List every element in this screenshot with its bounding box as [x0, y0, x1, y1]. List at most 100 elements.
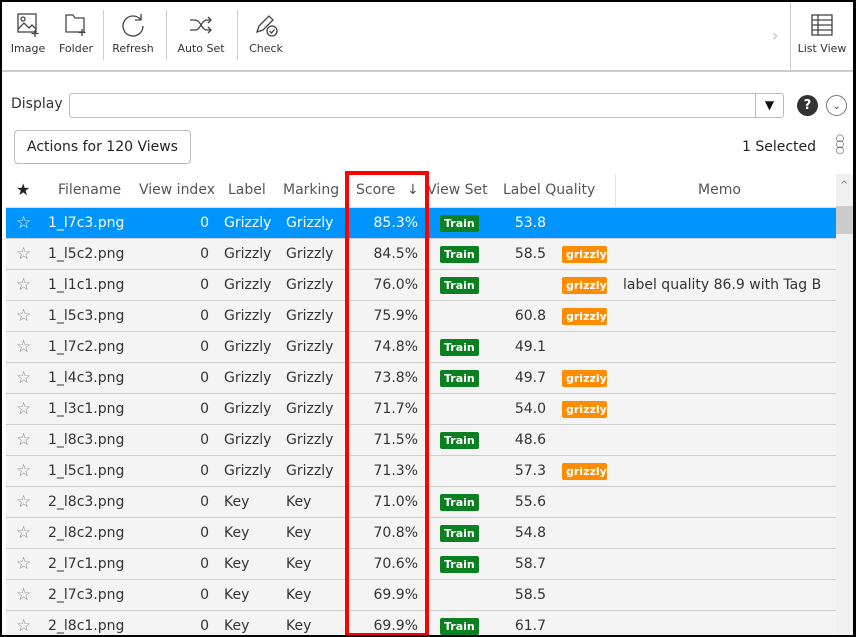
label-quality: 54.0 [514, 401, 546, 417]
list-view-button[interactable]: List View [797, 12, 847, 55]
help-icon[interactable]: ? [797, 95, 818, 116]
filename: 2_l7c1.png [48, 556, 125, 572]
filename: 2_l8c3.png [48, 494, 125, 510]
label-quality: 49.1 [514, 339, 546, 355]
more-options-icon[interactable]: ○ ○ ○ [835, 133, 845, 156]
filename: 1_l5c3.png [48, 308, 125, 324]
refresh-button[interactable]: Refresh [112, 12, 154, 55]
col-view-index[interactable]: View index [139, 182, 215, 198]
marking: Grizzly [286, 370, 334, 386]
label: Key [224, 494, 250, 510]
table-row[interactable]: ☆ 2_l8c3.png 0 Key Key 71.0% Train 55.6 [6, 487, 836, 518]
label: Grizzly [224, 339, 272, 355]
score: 76.0% [373, 277, 418, 293]
table-row[interactable]: ☆ 1_l1c1.png 0 Grizzly Grizzly 76.0% Trai… [6, 270, 836, 301]
score: 69.9% [373, 618, 418, 634]
label-quality: 53.8 [514, 215, 546, 231]
tag-badge: grizzly- [562, 463, 607, 480]
label: Key [224, 587, 250, 603]
table-row[interactable]: ☆ 1_l7c2.png 0 Grizzly Grizzly 74.8% Trai… [6, 332, 836, 363]
tag-badge: grizzly- [562, 308, 607, 325]
star-icon[interactable]: ☆ [16, 430, 32, 450]
table-row[interactable]: ☆ 2_l7c3.png 0 Key Key 69.9% 58.5 [6, 580, 836, 611]
divider [790, 2, 791, 70]
table-row[interactable]: ☆ 1_l5c3.png 0 Grizzly Grizzly 75.9% 60.8… [6, 301, 836, 332]
shuffle-icon [190, 16, 212, 34]
chevron-down-icon[interactable]: ⌄ [826, 95, 847, 116]
dropdown-arrow-icon[interactable]: ▼ [755, 94, 783, 117]
star-icon[interactable]: ☆ [16, 554, 32, 574]
star-icon[interactable]: ☆ [16, 213, 32, 233]
col-memo[interactable]: Memo [698, 182, 741, 198]
col-score[interactable]: Score [356, 182, 396, 198]
table-row[interactable]: ☆ 2_l8c2.png 0 Key Key 70.8% Train 54.8 [6, 518, 836, 549]
display-label: Display [11, 96, 63, 112]
col-view-set[interactable]: View Set [427, 182, 488, 198]
view-index: 0 [200, 370, 209, 386]
star-icon[interactable]: ☆ [16, 275, 32, 295]
memo: label quality 86.9 with Tag B [623, 277, 822, 293]
star-icon[interactable]: ☆ [16, 306, 32, 326]
view-index: 0 [200, 246, 209, 262]
star-column-icon[interactable]: ★ [16, 180, 31, 199]
score: 85.3% [373, 215, 418, 231]
filename: 1_l7c2.png [48, 339, 125, 355]
star-icon[interactable]: ☆ [16, 585, 32, 605]
table-row[interactable]: ☆ 1_l5c2.png 0 Grizzly Grizzly 84.5% Trai… [6, 239, 836, 270]
auto-set-button[interactable]: Auto Set [176, 12, 226, 55]
check-button[interactable]: Check [246, 12, 286, 55]
scrollbar-thumb[interactable] [836, 206, 853, 234]
divider [166, 10, 167, 60]
filename: 1_l7c3.png [48, 215, 125, 231]
view-set-badge: Train [440, 246, 479, 263]
table-row[interactable]: ☆ 2_l8c1.png 0 Key Key 69.9% Train 61.7 [6, 611, 836, 636]
col-filename[interactable]: Filename [58, 182, 122, 198]
star-icon[interactable]: ☆ [16, 492, 32, 512]
refresh-icon [122, 14, 144, 37]
divider [237, 10, 238, 60]
table-row[interactable]: ☆ 1_l5c1.png 0 Grizzly Grizzly 71.3% 57.3… [6, 456, 836, 487]
view-set-badge: Train [440, 339, 479, 356]
label-quality: 58.5 [514, 246, 546, 262]
view-index: 0 [200, 339, 209, 355]
star-icon[interactable]: ☆ [16, 399, 32, 419]
view-set-badge: Train [440, 277, 479, 294]
col-marking[interactable]: Marking [283, 182, 340, 198]
table-row[interactable]: ☆ 1_l7c3.png 0 Grizzly Grizzly 85.3% Trai… [6, 208, 836, 239]
table-row[interactable]: ☆ 1_l4c3.png 0 Grizzly Grizzly 73.8% Trai… [6, 363, 836, 394]
chevron-right-icon[interactable]: › [772, 26, 779, 45]
star-icon[interactable]: ☆ [16, 337, 32, 357]
star-icon[interactable]: ☆ [16, 616, 32, 636]
selected-count: 1 Selected [742, 139, 817, 155]
col-label[interactable]: Label [228, 182, 266, 198]
add-folder-button[interactable]: Folder [56, 12, 96, 55]
label-quality: 49.7 [514, 370, 546, 386]
scrollbar[interactable]: ^ [836, 174, 853, 635]
filename: 1_l5c2.png [48, 246, 125, 262]
label-quality: 57.3 [514, 463, 546, 479]
table-row[interactable]: ☆ 2_l7c1.png 0 Key Key 70.6% Train 58.7 [6, 549, 836, 580]
toolbar: Image Folder Refresh Auto Set Check › Li… [2, 2, 853, 72]
score: 74.8% [373, 339, 418, 355]
col-label-quality[interactable]: Label Quality [503, 182, 596, 198]
view-set-badge: Train [440, 556, 479, 573]
star-icon[interactable]: ☆ [16, 523, 32, 543]
tag-badge: grizzly- [562, 246, 607, 263]
star-icon[interactable]: ☆ [16, 368, 32, 388]
sort-down-icon[interactable]: ↓ [407, 182, 419, 198]
table-row[interactable]: ☆ 1_l3c1.png 0 Grizzly Grizzly 71.7% 54.0… [6, 394, 836, 425]
score: 73.8% [373, 370, 418, 386]
display-select[interactable]: ▼ [69, 93, 784, 118]
filename: 1_l8c3.png [48, 432, 125, 448]
table-row[interactable]: ☆ 1_l8c3.png 0 Grizzly Grizzly 71.5% Trai… [6, 425, 836, 456]
label: Grizzly [224, 401, 272, 417]
add-image-button[interactable]: Image [10, 12, 46, 55]
star-icon[interactable]: ☆ [16, 461, 32, 481]
view-index: 0 [200, 215, 209, 231]
filename: 2_l7c3.png [48, 587, 125, 603]
actions-button[interactable]: Actions for 120 Views [14, 130, 191, 164]
star-icon[interactable]: ☆ [16, 244, 32, 264]
view-index: 0 [200, 556, 209, 572]
scroll-up-icon[interactable]: ^ [840, 180, 849, 191]
label: Grizzly [224, 246, 272, 262]
